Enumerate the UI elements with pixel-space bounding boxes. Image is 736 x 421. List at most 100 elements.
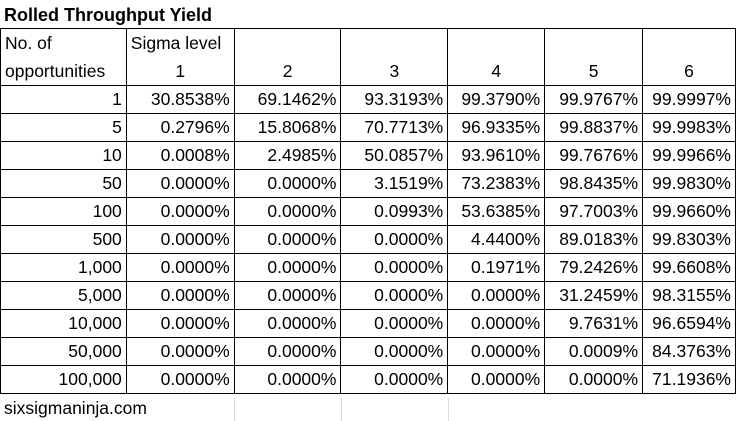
yield-cell-sigma-3: 0.0000% [340,253,449,282]
header-row-1: No. of Sigma level [0,28,736,57]
header-blank [642,28,736,57]
table-row: 50 0.0000% 0.0000% 3.1519% 73.2383% 98.8435% 9… [0,169,736,198]
table-row: 100,000 0.0000% 0.0000% 0.0000% 0.0000% 0.000… [0,365,736,394]
yield-cell-sigma-6: 99.8303% [642,225,736,254]
header-blank [340,28,449,57]
yield-cell-sigma-4: 0.0000% [447,337,546,366]
table-row: 500 0.0000% 0.0000% 0.0000% 4.4400% 89.0183% 9… [0,225,736,254]
yield-cell-sigma-5: 99.7676% [544,141,644,170]
yield-cell-sigma-5: 97.7003% [544,197,644,226]
yield-cell-sigma-6: 99.9966% [642,141,736,170]
yield-cell-sigma-5: 31.2459% [544,281,644,310]
yield-cell-sigma-1: 0.2796% [125,113,235,142]
header-sigma-level: Sigma level [125,28,235,57]
table-row: 5 0.2796% 15.8068% 70.7713% 96.9335% 99.8837%… [0,113,736,142]
yield-cell-sigma-2: 0.0000% [233,281,342,310]
header-sigma-2: 2 [233,57,342,86]
yield-cell-sigma-5: 0.0009% [544,337,644,366]
yield-cell-sigma-2: 0.0000% [233,197,342,226]
yield-cell-sigma-4: 93.9610% [447,141,546,170]
yield-cell-sigma-2: 0.0000% [233,365,342,394]
yield-cell-sigma-5: 9.7631% [544,309,644,338]
gridline [234,398,235,421]
header-sigma-5: 5 [544,57,644,86]
table-title: Rolled Throughput Yield [4,5,212,25]
yield-cell-sigma-2: 0.0000% [233,225,342,254]
yield-cell-sigma-6: 71.1936% [642,365,736,394]
yield-cell-sigma-5: 98.8435% [544,169,644,198]
yield-cell-sigma-4: 73.2383% [447,169,546,198]
yield-cell-sigma-3: 70.7713% [340,113,449,142]
yield-cell-sigma-1: 0.0000% [125,169,235,198]
yield-cell-sigma-5: 89.0183% [544,225,644,254]
yield-cell-sigma-2: 0.0000% [233,337,342,366]
yield-cell-sigma-1: 0.0000% [125,281,235,310]
yield-cell-sigma-3: 0.0000% [340,225,449,254]
opportunities-cell: 1,000 [0,253,127,282]
header-sigma-6: 6 [642,57,736,86]
yield-cell-sigma-6: 98.3155% [642,281,736,310]
yield-cell-sigma-5: 0.0000% [544,365,644,394]
yield-cell-sigma-6: 99.9830% [642,169,736,198]
yield-cell-sigma-2: 0.0000% [233,253,342,282]
yield-cell-sigma-4: 53.6385% [447,197,546,226]
yield-cell-sigma-5: 99.8837% [544,113,644,142]
opportunities-cell: 100 [0,197,127,226]
yield-cell-sigma-3: 0.0000% [340,337,449,366]
yield-cell-sigma-4: 0.0000% [447,281,546,310]
rty-table: No. of Sigma level opportunities 1 2 3 4… [0,28,736,394]
yield-cell-sigma-5: 79.2426% [544,253,644,282]
yield-cell-sigma-3: 0.0000% [340,309,449,338]
header-sigma-1: 1 [125,57,235,86]
gridline [448,398,449,421]
yield-cell-sigma-3: 50.0857% [340,141,449,170]
yield-cell-sigma-6: 99.9660% [642,197,736,226]
yield-cell-sigma-2: 0.0000% [233,169,342,198]
yield-cell-sigma-3: 3.1519% [340,169,449,198]
yield-cell-sigma-6: 99.6608% [642,253,736,282]
yield-cell-sigma-1: 0.0000% [125,365,235,394]
opportunities-cell: 500 [0,225,127,254]
yield-cell-sigma-1: 0.0000% [125,337,235,366]
yield-cell-sigma-2: 15.8068% [233,113,342,142]
yield-cell-sigma-1: 0.0000% [125,225,235,254]
yield-cell-sigma-3: 0.0993% [340,197,449,226]
yield-cell-sigma-4: 96.9335% [447,113,546,142]
yield-cell-sigma-2: 2.4985% [233,141,342,170]
yield-cell-sigma-3: 93.3193% [340,85,449,114]
opportunities-cell: 50 [0,169,127,198]
yield-cell-sigma-1: 0.0000% [125,309,235,338]
header-sigma-3: 3 [340,57,449,86]
header-blank [233,28,342,57]
header-opportunities-line1: No. of [0,28,127,57]
header-sigma-4: 4 [447,57,546,86]
gridline [341,398,342,421]
table-row: 1 30.8538% 69.1462% 93.3193% 99.3790% 99.9767… [0,85,736,114]
opportunities-cell: 10 [0,141,127,170]
table-row: 100 0.0000% 0.0000% 0.0993% 53.6385% 97.7003%… [0,197,736,226]
table-row: 10,000 0.0000% 0.0000% 0.0000% 0.0000% 9.7631… [0,309,736,338]
header-blank [544,28,644,57]
yield-cell-sigma-6: 99.9997% [642,85,736,114]
yield-cell-sigma-4: 99.3790% [447,85,546,114]
yield-cell-sigma-6: 84.3763% [642,337,736,366]
source-footer: sixsigmaninja.com [4,398,147,418]
yield-cell-sigma-4: 0.1971% [447,253,546,282]
table-row: 1,000 0.0000% 0.0000% 0.0000% 0.1971% 79.2426… [0,253,736,282]
opportunities-cell: 1 [0,85,127,114]
yield-cell-sigma-4: 0.0000% [447,365,546,394]
yield-cell-sigma-3: 0.0000% [340,281,449,310]
table-row: 50,000 0.0000% 0.0000% 0.0000% 0.0000% 0.0009… [0,337,736,366]
header-opportunities-line2: opportunities [0,57,127,86]
yield-cell-sigma-6: 99.9983% [642,113,736,142]
yield-cell-sigma-3: 0.0000% [340,365,449,394]
opportunities-cell: 100,000 [0,365,127,394]
table-row: 10 0.0008% 2.4985% 50.0857% 93.9610% 99.7676%… [0,141,736,170]
yield-cell-sigma-1: 0.0000% [125,197,235,226]
yield-cell-sigma-4: 4.4400% [447,225,546,254]
table-row: 5,000 0.0000% 0.0000% 0.0000% 0.0000% 31.2459… [0,281,736,310]
yield-cell-sigma-6: 96.6594% [642,309,736,338]
yield-cell-sigma-2: 0.0000% [233,309,342,338]
opportunities-cell: 5,000 [0,281,127,310]
